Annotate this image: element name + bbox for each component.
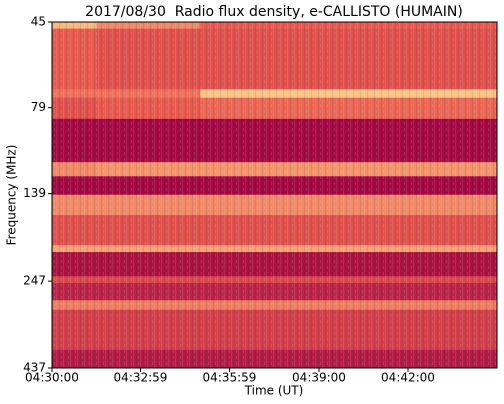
x-tick-label: 04:35:59: [203, 371, 257, 385]
plot-frame: [51, 21, 498, 369]
chart-title: 2017/08/30 Radio flux density, e-CALLIST…: [85, 4, 463, 20]
texture: [52, 22, 497, 368]
y-tick-label: 247: [23, 274, 46, 288]
y-axis-label: Frequency (MHz): [5, 145, 19, 246]
y-tick-label: 139: [23, 186, 46, 200]
y-tick-label: 437: [23, 361, 46, 375]
x-axis-label: Time (UT): [244, 384, 304, 398]
x-tick-label: 04:32:59: [114, 371, 168, 385]
x-tick-label: 04:30:00: [25, 371, 79, 385]
x-tick-label: 04:42:00: [381, 371, 435, 385]
y-tick-label: 45: [31, 15, 46, 29]
x-tick-label: 04:39:00: [292, 371, 346, 385]
y-tick-label: 79: [31, 100, 46, 114]
